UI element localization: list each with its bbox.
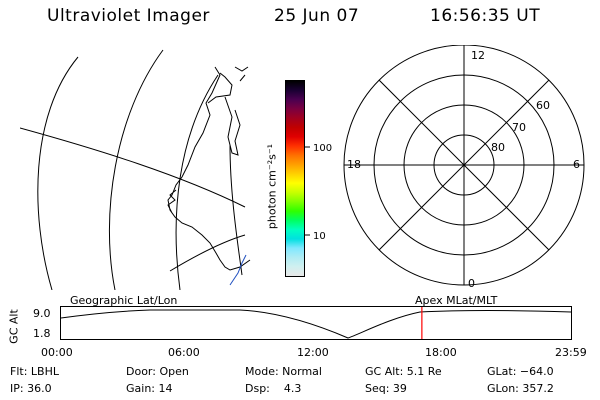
timeline-x-tick-0: 00:00 [41, 346, 73, 359]
mlt-label-18: 18 [347, 158, 361, 171]
timeline-x-tick-4: 23:59 [555, 346, 587, 359]
timeline-y-tick-high: 9.0 [33, 307, 51, 320]
mlt-label-6: 6 [573, 158, 580, 171]
altitude-curve [60, 309, 572, 339]
meridian-line [169, 234, 246, 272]
status-ip: IP: 36.0 [10, 382, 52, 395]
timeline-right-label: Apex MLat/MLT [415, 294, 498, 307]
timeline-x-tick-3: 18:00 [425, 346, 457, 359]
status-dsp: Dsp: 4.3 [245, 382, 302, 395]
timeline-y-label: GC Alt [7, 309, 21, 344]
polar-plot: 12 18 6 0 60 70 80 [343, 45, 585, 290]
status-gc-alt: GC Alt: 5.1 Re [365, 365, 442, 378]
lat-label-60: 60 [536, 99, 550, 112]
latitude-circle [175, 74, 219, 290]
timeline-x-tick-2: 12:00 [297, 346, 329, 359]
latitude-circle [108, 49, 164, 290]
colorbar [285, 80, 305, 277]
status-filter: Flt: LBHL [10, 365, 59, 378]
colorbar-unit-label: photon cm⁻²s⁻¹ [265, 143, 279, 230]
latitude-circle [37, 56, 79, 290]
colorbar-tick-100: 100 [313, 143, 332, 154]
continent-outline [234, 66, 249, 82]
status-gain: Gain: 14 [126, 382, 173, 395]
colorbar-ticks: 100 10 [305, 143, 332, 242]
timeline-x-tick-1: 06:00 [168, 346, 200, 359]
status-door: Door: Open [126, 365, 189, 378]
geographic-map [20, 49, 251, 290]
mlt-label-12: 12 [471, 49, 485, 62]
meridian-line [20, 127, 246, 208]
timeline-left-label: Geographic Lat/Lon [70, 294, 178, 307]
status-glon: GLon: 357.2 [487, 382, 554, 395]
mlt-label-0: 0 [468, 277, 475, 290]
status-mode: Mode: Normal [245, 365, 322, 378]
timeline-plot [60, 306, 572, 340]
instrument-title: Ultraviolet Imager [47, 6, 210, 26]
spacecraft-track [229, 254, 247, 286]
status-seq: Seq: 39 [365, 382, 407, 395]
image-date: 25 Jun 07 [274, 6, 360, 26]
timeline-y-tick-low: 1.8 [33, 327, 51, 340]
colorbar-gradient [286, 81, 304, 276]
colorbar-tick-10: 10 [313, 231, 326, 242]
mlt-diagonal [378, 79, 550, 251]
lat-label-80: 80 [491, 141, 505, 154]
latitude-circle [229, 144, 243, 276]
timeline-frame [60, 306, 572, 340]
status-glat: GLat: −64.0 [487, 365, 554, 378]
continent-outline [167, 66, 251, 271]
image-time: 16:56:35 UT [430, 6, 541, 26]
lat-label-70: 70 [512, 121, 526, 134]
